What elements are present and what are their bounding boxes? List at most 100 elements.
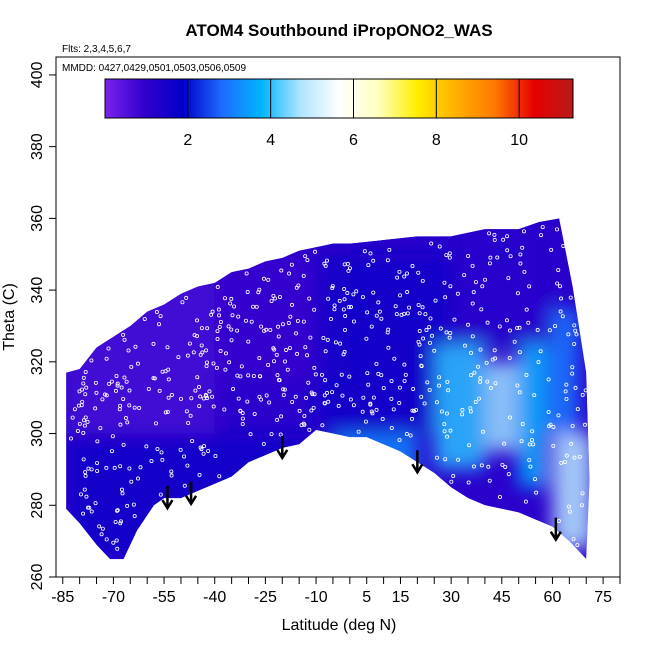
- observation-point: [374, 361, 379, 366]
- observation-point: [410, 264, 415, 269]
- observation-point: [76, 403, 81, 408]
- heatmap-field: [66, 218, 590, 560]
- observation-point: [169, 393, 174, 398]
- observation-point: [149, 458, 154, 463]
- observation-point: [119, 385, 124, 390]
- observation-point: [507, 328, 512, 333]
- observation-point: [115, 381, 120, 386]
- observation-point: [504, 318, 509, 323]
- observation-point: [559, 296, 564, 301]
- observation-point: [546, 409, 551, 414]
- observation-point: [257, 356, 262, 361]
- x-axis: -85 -70 -55 -40 -25 -10 5 15 30 45 60 75: [51, 577, 621, 606]
- observation-point: [294, 331, 299, 336]
- observation-point: [472, 370, 477, 375]
- observation-point: [185, 353, 190, 358]
- observation-point: [284, 347, 289, 352]
- observation-point: [354, 289, 359, 294]
- observation-point: [417, 311, 422, 316]
- observation-point: [246, 373, 251, 378]
- observation-point: [571, 537, 576, 542]
- observation-point: [342, 287, 347, 292]
- observation-point: [121, 442, 126, 447]
- observation-point: [124, 379, 129, 384]
- observation-point: [321, 335, 326, 340]
- observation-point: [556, 413, 561, 418]
- observation-point: [520, 245, 525, 250]
- observation-point: [556, 267, 561, 272]
- observation-point: [269, 298, 274, 303]
- observation-point: [287, 346, 292, 351]
- observation-point: [182, 483, 187, 488]
- flight-arrows: [161, 435, 562, 543]
- observation-point: [274, 352, 279, 357]
- observation-point: [527, 458, 532, 463]
- observation-point: [89, 509, 94, 514]
- observation-point: [334, 383, 339, 388]
- observation-point: [184, 295, 189, 300]
- observation-point: [180, 300, 185, 305]
- flight-arrow-head: [161, 499, 174, 511]
- observation-point: [447, 335, 452, 340]
- observation-point: [575, 543, 580, 548]
- observation-point: [115, 508, 120, 513]
- observation-point: [558, 284, 563, 289]
- observation-point: [267, 400, 272, 405]
- y-tick-label: 400: [29, 61, 46, 88]
- observation-point: [301, 273, 306, 278]
- observation-point: [113, 519, 118, 524]
- observation-point: [192, 333, 197, 338]
- observation-point: [231, 387, 236, 392]
- observation-point: [444, 330, 449, 335]
- observation-point: [332, 303, 337, 308]
- observation-point: [371, 258, 376, 263]
- observation-point: [289, 262, 294, 267]
- x-tick-label: -55: [153, 589, 176, 606]
- observation-point: [487, 478, 492, 483]
- observation-point: [81, 375, 86, 380]
- observation-point: [104, 356, 109, 361]
- observation-point: [381, 386, 386, 391]
- field-clip-group: [66, 218, 590, 560]
- observation-point: [95, 460, 100, 465]
- observation-point: [404, 271, 409, 276]
- observation-point: [437, 383, 442, 388]
- observation-point: [420, 278, 425, 283]
- flight-arrow-head: [276, 449, 289, 461]
- observation-point: [178, 447, 183, 452]
- observation-point: [369, 324, 374, 329]
- observation-point: [580, 392, 585, 397]
- observation-point: [182, 454, 187, 459]
- observation-point: [507, 355, 512, 360]
- observation-point: [568, 295, 573, 300]
- observation-point: [362, 249, 367, 254]
- observation-point: [342, 297, 347, 302]
- observation-point: [444, 253, 449, 258]
- observation-point: [264, 327, 269, 332]
- y-tick-label: 340: [29, 277, 46, 304]
- observation-point: [480, 284, 485, 289]
- observation-point: [135, 361, 140, 366]
- observation-point: [347, 374, 352, 379]
- observation-point: [197, 404, 202, 409]
- observation-point: [524, 307, 529, 312]
- observation-point: [217, 313, 222, 318]
- observation-point: [443, 457, 448, 462]
- observation-point: [434, 455, 439, 460]
- observation-point: [205, 360, 210, 365]
- observation-point: [369, 409, 374, 414]
- observation-point: [275, 373, 280, 378]
- colorbar-tick-label: 4: [266, 132, 275, 149]
- observation-point: [397, 269, 402, 274]
- colorbar-gradient: [104, 78, 574, 119]
- x-tick-label: -40: [203, 589, 226, 606]
- observation-point: [75, 428, 80, 433]
- observation-point: [325, 337, 330, 342]
- observation-point: [201, 451, 206, 456]
- observation-point: [527, 442, 532, 447]
- observation-point: [558, 309, 563, 314]
- observation-point: [402, 311, 407, 316]
- observation-point: [583, 388, 588, 393]
- observation-point: [83, 392, 88, 397]
- observation-point: [478, 379, 483, 384]
